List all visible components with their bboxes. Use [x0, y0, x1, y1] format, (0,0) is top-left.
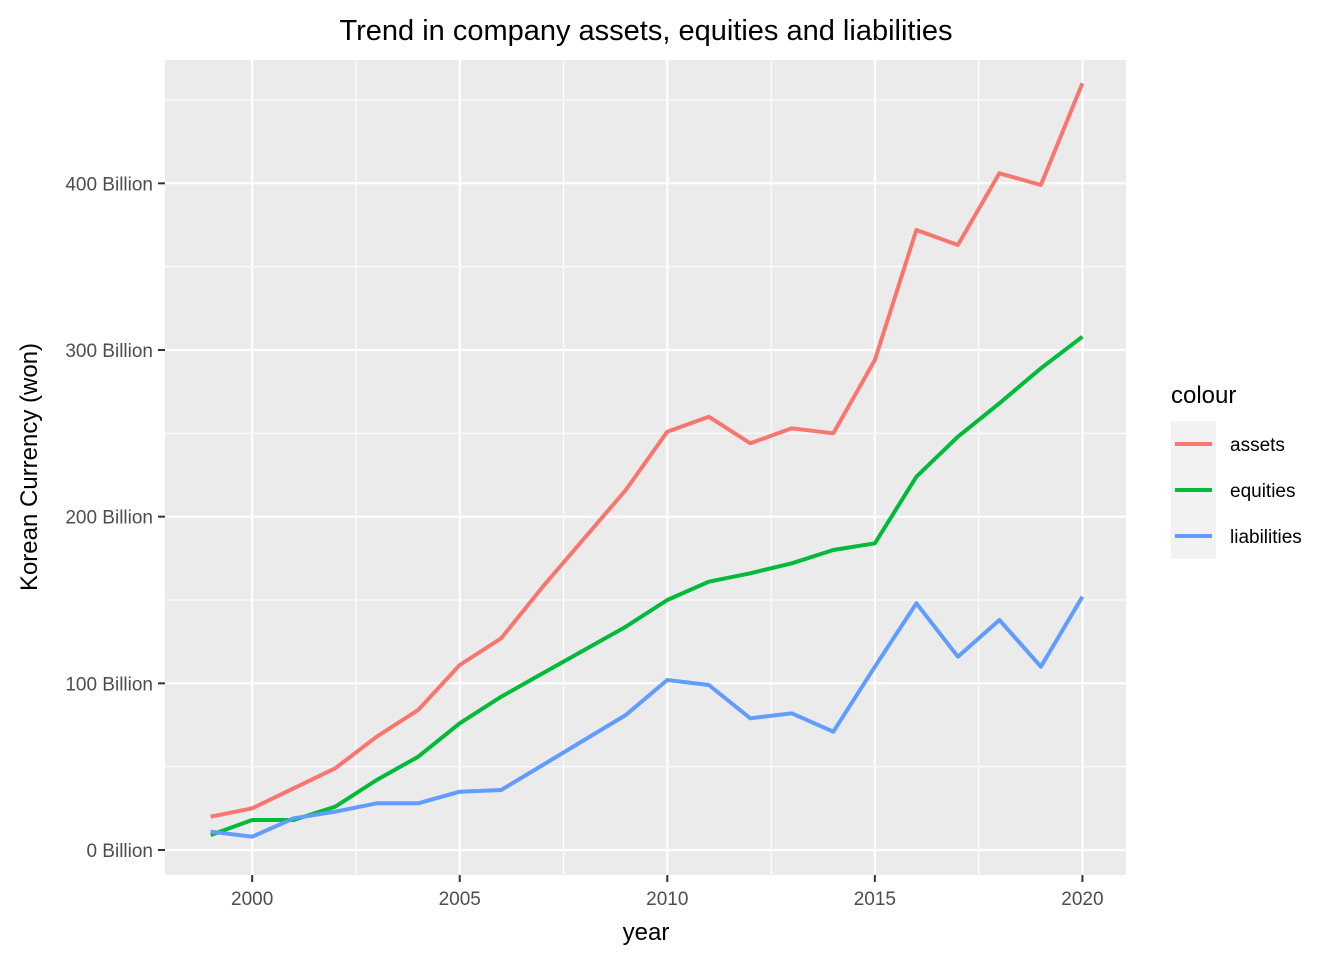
series-line-equities	[210, 335, 1084, 837]
y-tick-label: 0 Billion	[86, 841, 153, 862]
x-axis-tick-labels: 2000 2005 2010 2015 2020	[231, 889, 1104, 910]
x-tick-label: 2015	[854, 889, 896, 910]
major-gridlines	[165, 60, 1126, 875]
legend-label-equities: equities	[1230, 481, 1296, 502]
plot-panel	[165, 60, 1126, 875]
x-tick-label: 2005	[439, 889, 481, 910]
y-axis-title: Korean Currency (won)	[16, 343, 43, 591]
x-tick-label: 2010	[646, 889, 688, 910]
chart-title: Trend in company assets, equities and li…	[339, 15, 952, 47]
legend-label-liabilities: liabilities	[1230, 527, 1302, 548]
legend-label-assets: assets	[1230, 435, 1285, 456]
series-line-liabilities	[210, 595, 1085, 839]
legend-title: colour	[1171, 382, 1236, 409]
legend-items: assets equities liabilities	[1175, 435, 1302, 548]
minor-gridlines	[165, 60, 1126, 875]
series-lines	[210, 82, 1085, 839]
series-line-assets	[210, 82, 1085, 819]
axis-ticks	[158, 182, 1084, 882]
y-tick-label: 400 Billion	[65, 174, 153, 195]
y-axis-tick-labels: 0 Billion 100 Billion 200 Billion 300 Billi…	[65, 174, 153, 862]
y-tick-label: 200 Billion	[65, 508, 153, 529]
x-tick-label: 2000	[231, 889, 273, 910]
legend: colour assets equities liabilities	[1171, 382, 1302, 559]
x-axis-title: year	[623, 919, 670, 946]
y-tick-label: 100 Billion	[65, 674, 153, 695]
y-tick-label: 300 Billion	[65, 341, 153, 362]
x-tick-label: 2020	[1061, 889, 1103, 910]
